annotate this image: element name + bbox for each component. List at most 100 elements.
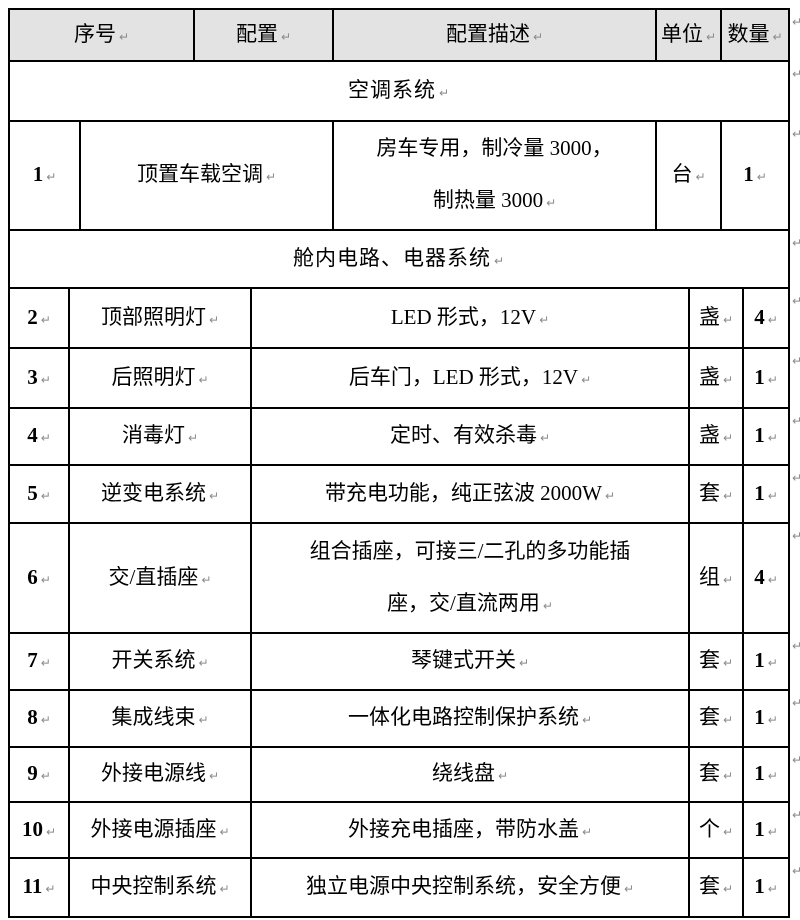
end-of-cell-mark: ↵ [767,713,778,727]
cell-unit: 套 ↵ [688,689,745,748]
cell-unit: 个 ↵ [688,801,745,859]
section-title: 舱内电路、电器系统 ↵ [7,229,791,289]
end-of-cell-mark: ↵ [208,769,220,783]
cell-unit: 套 ↵ [688,464,745,524]
end-of-cell-mark: ↵ [219,824,230,839]
serial-value: 9 [27,761,38,785]
cell-unit: 套 ↵ [688,632,745,691]
end-of-cell-mark: ↵ [767,769,778,783]
end-of-cell-mark: ↵ [40,656,51,670]
description-value: 制热量 3000 [432,188,544,212]
cell-config-name: 外接电源插座 ↵ [67,801,253,859]
cell-unit: 套 ↵ [688,746,745,803]
unit-value: 套 [698,705,720,729]
end-of-cell-mark: ↵ [767,824,778,839]
cell-description: 房车专用，制冷量 3000， 制热量 3000 ↵ [332,120,658,231]
config-name-value: 消毒灯 [121,423,185,447]
quantity-value: 1 [754,705,765,729]
cell-config-name: 顶部照明灯 ↵ [67,287,253,349]
end-of-cell-mark: ↵ [46,170,57,184]
end-of-cell-mark: ↵ [40,431,51,445]
header-description-label: 配置描述 [445,21,530,46]
cell-config-name: 开关系统 ↵ [67,632,253,691]
end-of-row-mark: ↵ [792,639,800,653]
config-name-value: 中央控制系统 [90,874,217,898]
header-serial: 序号 ↵ [7,8,196,62]
table-row: 4 ↵ 消毒灯 ↵ 定时、有效杀毒 ↵ 盏 ↵ 1 ↵ [8,407,791,466]
end-of-cell-mark: ↵ [280,29,292,44]
config-name-value: 后照明灯 [111,364,196,389]
description-value: 后车门，LED 形式，12V [348,364,579,389]
end-of-cell-mark: ↵ [767,312,778,327]
end-of-cell-mark: ↵ [40,713,51,727]
config-name-value: 开关系统 [111,648,196,672]
cell-quantity: 1 ↵ [742,464,791,524]
end-of-cell-mark: ↵ [40,488,51,503]
table-row: 8 ↵ 集成线束 ↵ 一体化电路控制保护系统 ↵ 套 ↵ 1 ↵ [8,689,791,748]
serial-value: 3 [27,364,38,389]
cell-unit: 套 ↵ [688,857,745,918]
table-row: 11 ↵ 中央控制系统 ↵ 独立电源中央控制系统，安全方便 ↵ 套 ↵ 1 ↵ [8,857,791,918]
description-value: 带充电功能，纯正弦波 2000W [324,480,603,505]
table-row: 1 ↵ 顶置车载空调 ↵ 房车专用，制冷量 3000， 制热量 3000 ↵ 台 ↵ 1… [8,120,791,231]
description-value: 定时、有效杀毒 [389,423,537,447]
unit-value: 台 [671,162,693,186]
end-of-row-mark: ↵ [792,15,800,29]
header-serial-label: 序号 [73,21,116,46]
table-row: 5 ↵ 逆变电系统 ↵ 带充电功能，纯正弦波 2000W ↵ 套 ↵ 1 ↵ [8,464,791,524]
end-of-cell-mark: ↵ [497,769,509,783]
end-of-cell-mark: ↵ [40,312,51,327]
end-of-cell-mark: ↵ [45,882,56,896]
cell-serial: 8 ↵ [8,689,70,748]
quantity-value: 1 [754,480,765,505]
serial-value: 5 [27,480,38,505]
description-value: LED 形式，12V [390,304,537,329]
table-row: 9 ↵ 外接电源线 ↵ 绕线盘 ↵ 套 ↵ 1 ↵ [8,746,791,803]
end-of-cell-mark: ↵ [722,431,734,445]
quantity-value: 1 [754,874,765,898]
serial-value: 8 [27,705,38,729]
end-of-cell-mark: ↵ [756,170,767,184]
table-header-row: 序号 ↵ 配置 ↵ 配置描述 ↵ 单位 ↵ 数量 ↵ [7,8,791,62]
header-unit-label: 单位 [660,21,703,46]
end-of-cell-mark: ↵ [40,572,51,587]
table-row: 2 ↵ 顶部照明灯 ↵ LED 形式，12V ↵ 盏 ↵ 4 ↵ [8,287,791,349]
cell-unit: 台 ↵ [655,120,723,231]
end-of-cell-mark: ↵ [722,882,734,896]
end-of-cell-mark: ↵ [605,488,616,503]
table-row: 7 ↵ 开关系统 ↵ 琴键式开关 ↵ 套 ↵ 1 ↵ [8,632,791,691]
end-of-cell-mark: ↵ [581,824,593,839]
end-of-cell-mark: ↵ [722,372,734,387]
end-of-row-mark: ↵ [792,236,800,250]
table-row: 6 ↵ 交/直插座 ↵ 组合插座，可接三/二孔的多功能插 座，交/直流两用 ↵ 组 ↵ … [8,522,791,634]
cell-serial: 5 ↵ [8,464,70,524]
section-title: 空调系统 ↵ [7,60,791,122]
cell-description: 一体化电路控制保护系统 ↵ [250,689,691,748]
end-of-cell-mark: ↵ [581,372,592,387]
quantity-value: 1 [754,423,765,447]
end-of-cell-mark: ↵ [198,713,209,727]
section-row-electrical: 舱内电路、电器系统 ↵ [7,229,791,289]
end-of-cell-mark: ↵ [623,882,635,896]
quantity-value: 1 [754,761,765,785]
end-of-cell-mark: ↵ [265,170,277,184]
description-line: 制热量 3000 ↵ [335,174,654,228]
end-of-cell-mark: ↵ [705,29,717,44]
cell-description: 带充电功能，纯正弦波 2000W ↵ [250,464,691,524]
end-of-cell-mark: ↵ [532,29,544,44]
serial-value: 10 [21,816,43,841]
end-of-cell-mark: ↵ [722,572,734,587]
cell-config-name: 后照明灯 ↵ [67,347,253,409]
end-of-row-mark: ↵ [792,529,800,543]
config-name-value: 集成线束 [111,705,196,729]
cell-config-name: 中央控制系统 ↵ [67,857,253,918]
end-of-cell-mark: ↵ [208,488,220,503]
end-of-cell-mark: ↵ [767,488,778,503]
end-of-row-mark: ↵ [792,67,800,81]
cell-serial: 3 ↵ [8,347,70,409]
config-name-value: 外接电源插座 [90,816,217,841]
cell-config-name: 交/直插座 ↵ [67,522,253,634]
end-of-cell-mark: ↵ [767,572,778,587]
cell-description: 定时、有效杀毒 ↵ [250,407,691,466]
description-value: 独立电源中央控制系统，安全方便 [305,874,621,898]
